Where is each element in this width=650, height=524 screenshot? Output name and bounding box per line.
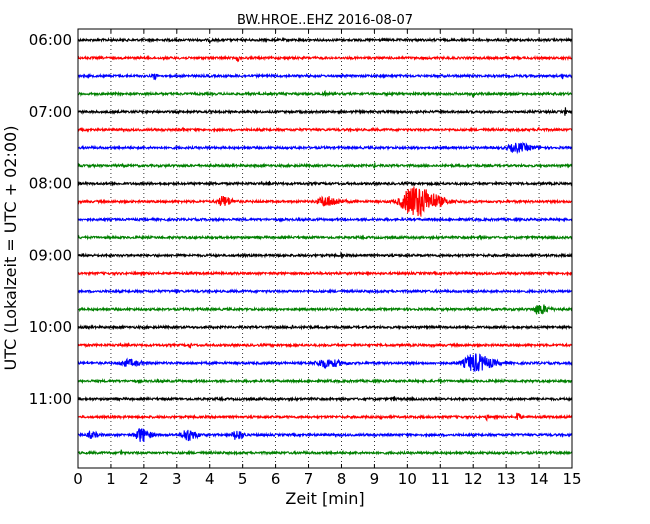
trace-layer	[77, 36, 573, 457]
trace-1015	[77, 341, 573, 349]
chart-title: BW.HROE..EHZ 2016-08-07	[237, 13, 413, 28]
x-tick-label: 12	[464, 470, 483, 488]
x-tick-label: 13	[497, 470, 516, 488]
x-tick-label: 9	[370, 470, 380, 488]
trace-0700	[77, 107, 573, 116]
trace-0930	[77, 288, 573, 295]
x-tick-label: 2	[139, 470, 149, 488]
trace-0645	[77, 89, 573, 98]
x-tick-label: 14	[530, 470, 549, 488]
trace-0830	[77, 216, 573, 223]
plot-frame	[77, 28, 573, 469]
trace-0600	[77, 36, 573, 44]
x-tick-label: 4	[205, 470, 215, 488]
trace-1030	[77, 353, 573, 373]
x-tick-label: 10	[398, 470, 417, 488]
trace-1115	[77, 412, 573, 422]
trace-0845	[77, 234, 573, 241]
tick-layer: 0 1 2 3 4 5 6 7 8 9 10 11 12 13 14 1506:0007:0008:0009:…	[29, 29, 582, 488]
y-tick-label: 11:00	[29, 390, 72, 408]
trace-0800	[77, 180, 573, 187]
x-tick-label: 15	[562, 470, 581, 488]
y-tick-label: 06:00	[29, 31, 72, 49]
x-tick-label: 0	[73, 470, 83, 488]
trace-0730	[77, 141, 573, 155]
trace-0630	[77, 72, 573, 81]
y-tick-label: 07:00	[29, 103, 72, 121]
y-tick-label: 10:00	[29, 318, 72, 336]
trace-0715	[77, 126, 573, 133]
trace-0745	[77, 162, 573, 169]
trace-0615	[77, 54, 573, 63]
trace-1130	[77, 428, 573, 443]
trace-1000	[77, 323, 573, 331]
trace-0915	[77, 270, 573, 277]
trace-1100	[77, 395, 573, 403]
trace-0900	[77, 251, 573, 259]
y-axis-label: UTC (Lokalzeit = UTC + 02:00)	[1, 126, 20, 371]
trace-1045	[77, 377, 573, 385]
x-tick-label: 5	[238, 470, 248, 488]
x-tick-label: 11	[431, 470, 450, 488]
x-tick-label: 3	[172, 470, 182, 488]
x-tick-label: 7	[304, 470, 314, 488]
y-tick-label: 09:00	[29, 246, 72, 264]
trace-0945	[77, 304, 573, 316]
x-tick-label: 6	[271, 470, 281, 488]
x-axis-label: Zeit [min]	[285, 489, 364, 508]
x-tick-label: 8	[337, 470, 347, 488]
x-tick-label: 1	[106, 470, 116, 488]
trace-0815	[77, 186, 573, 217]
trace-1145	[77, 449, 573, 457]
y-tick-label: 08:00	[29, 175, 72, 193]
